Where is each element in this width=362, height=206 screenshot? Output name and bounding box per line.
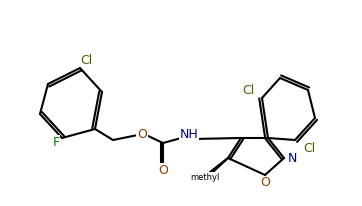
Text: O: O [260,177,270,190]
Text: Cl: Cl [242,83,254,96]
Text: methyl: methyl [190,172,220,181]
Text: N: N [287,151,297,165]
Text: Cl: Cl [303,142,315,154]
Text: O: O [137,129,147,142]
Text: Cl: Cl [80,54,92,67]
Text: NH: NH [180,128,198,140]
Text: O: O [158,164,168,177]
Text: F: F [52,136,60,149]
